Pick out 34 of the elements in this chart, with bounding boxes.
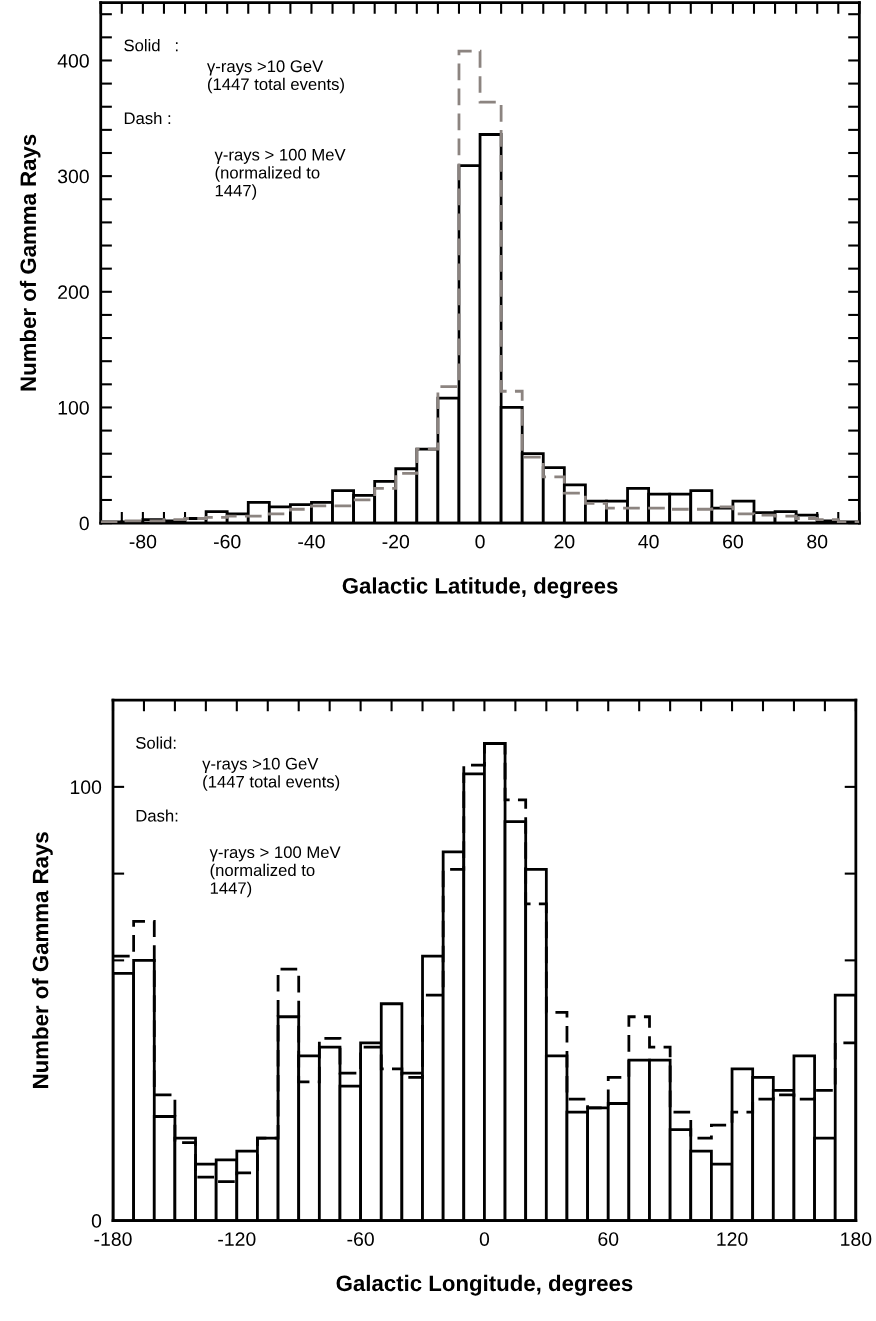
x-tick-label: -80 xyxy=(129,534,157,549)
annotation: Solid : xyxy=(124,39,178,52)
x-tick-label: 20 xyxy=(554,534,575,549)
x-tick-label: 60 xyxy=(598,1232,619,1246)
x-tick-label: 0 xyxy=(479,1232,490,1246)
annotation: Dash : xyxy=(124,111,171,125)
y-tick-label: 400 xyxy=(57,53,89,68)
annotation: γ-rays > 100 MeV (normalized to 1447) xyxy=(214,148,346,200)
y-axis-title: Number of Gamma Rays xyxy=(32,832,53,1088)
y-axis-title: Number of Gamma Rays xyxy=(19,134,41,391)
x-tick-label: 80 xyxy=(807,534,828,549)
annotation: γ-rays >10 GeV (1447 total events) xyxy=(207,60,344,94)
y-tick-label: 300 xyxy=(57,169,89,184)
x-tick-label: -40 xyxy=(298,534,325,549)
x-tick-label: 180 xyxy=(841,1232,872,1246)
x-tick-label: 60 xyxy=(723,534,743,549)
x-tick-label: 40 xyxy=(638,534,659,549)
y-tick-label: 200 xyxy=(58,285,89,300)
annotation: Solid: xyxy=(136,736,176,749)
x-tick-label: -60 xyxy=(347,1232,374,1246)
x-tick-label: -120 xyxy=(218,1232,256,1246)
x-tick-label: 0 xyxy=(475,534,485,549)
y-tick-label: 100 xyxy=(58,400,89,415)
x-tick-label: 120 xyxy=(717,1232,748,1246)
y-tick-label: 0 xyxy=(79,516,89,531)
annotation: Dash: xyxy=(136,809,178,822)
annotation: γ-rays > 100 MeV (normalized to 1447) xyxy=(209,846,341,898)
x-tick-label: -20 xyxy=(382,534,410,549)
x-tick-label: -60 xyxy=(213,534,241,549)
y-tick-label: 100 xyxy=(70,780,102,795)
x-axis-title: Galactic Latitude, degrees xyxy=(342,577,618,599)
x-axis-title: Galactic Longitude, degrees xyxy=(336,1274,633,1296)
annotation: γ-rays >10 GeV (1447 total events) xyxy=(202,757,340,791)
x-tick-label: -180 xyxy=(94,1232,132,1246)
